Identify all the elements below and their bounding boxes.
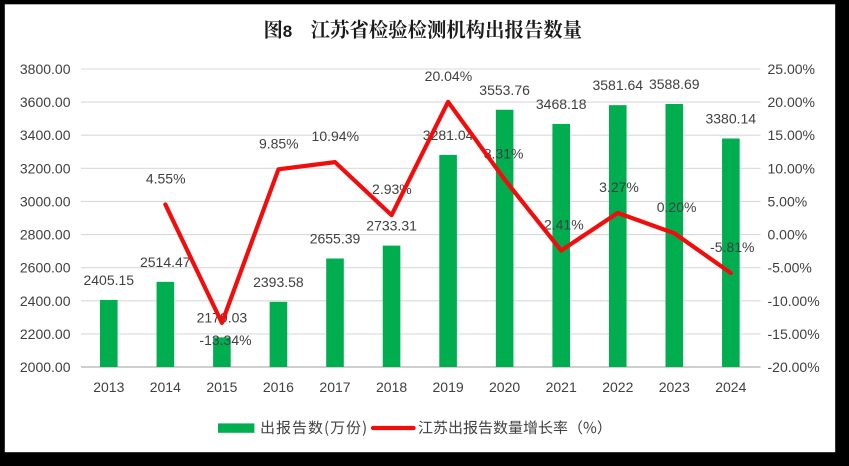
svg-text:2733.31: 2733.31 (366, 218, 417, 234)
svg-text:3000.00: 3000.00 (20, 193, 71, 209)
svg-text:-2.41%: -2.41% (539, 217, 583, 233)
svg-text:-5.00%: -5.00% (768, 260, 812, 276)
svg-text:2400.00: 2400.00 (20, 293, 71, 309)
svg-text:-5.81%: -5.81% (710, 239, 754, 255)
svg-text:2514.47: 2514.47 (140, 254, 191, 270)
svg-text:2017: 2017 (319, 379, 350, 395)
svg-text:20.00%: 20.00% (768, 94, 815, 110)
svg-text:3400.00: 3400.00 (20, 127, 71, 143)
svg-text:2405.15: 2405.15 (83, 272, 134, 288)
svg-text:10.00%: 10.00% (768, 160, 815, 176)
svg-text:2655.39: 2655.39 (310, 231, 361, 247)
svg-text:8.31%: 8.31% (484, 146, 524, 162)
svg-text:-10.00%: -10.00% (768, 293, 820, 309)
svg-text:2000.00: 2000.00 (20, 359, 71, 375)
svg-text:10.94%: 10.94% (312, 128, 359, 144)
svg-text:3800.00: 3800.00 (20, 61, 71, 77)
svg-text:0.00%: 0.00% (768, 227, 808, 243)
svg-text:2023: 2023 (659, 379, 690, 395)
svg-text:3380.14: 3380.14 (705, 111, 756, 127)
svg-text:-20.00%: -20.00% (768, 359, 820, 375)
svg-text:3.27%: 3.27% (599, 179, 639, 195)
svg-text:3600.00: 3600.00 (20, 94, 71, 110)
svg-text:3200.00: 3200.00 (20, 160, 71, 176)
svg-text:2013: 2013 (93, 379, 124, 395)
svg-text:2018: 2018 (376, 379, 407, 395)
svg-text:4.55%: 4.55% (146, 170, 186, 186)
svg-text:0.20%: 0.20% (657, 199, 697, 215)
svg-text:2600.00: 2600.00 (20, 260, 71, 276)
svg-text:2020: 2020 (489, 379, 520, 395)
svg-text:25.00%: 25.00% (768, 61, 815, 77)
svg-text:2200.00: 2200.00 (20, 326, 71, 342)
svg-text:2024: 2024 (715, 379, 746, 395)
svg-text:15.00%: 15.00% (768, 127, 815, 143)
svg-text:2015: 2015 (206, 379, 237, 395)
svg-text:3468.18: 3468.18 (536, 96, 587, 112)
svg-text:2014: 2014 (150, 379, 181, 395)
svg-text:3588.69: 3588.69 (649, 76, 700, 92)
svg-text:2016: 2016 (263, 379, 294, 395)
svg-text:5.00%: 5.00% (768, 193, 808, 209)
svg-text:3581.64: 3581.64 (592, 77, 643, 93)
svg-text:-13.34%: -13.34% (199, 332, 251, 348)
svg-text:9.85%: 9.85% (259, 135, 299, 151)
svg-text:2022: 2022 (602, 379, 633, 395)
svg-text:2021: 2021 (546, 379, 577, 395)
svg-text:2393.58: 2393.58 (253, 274, 304, 290)
svg-text:2800.00: 2800.00 (20, 227, 71, 243)
svg-text:3553.76: 3553.76 (479, 82, 530, 98)
svg-text:20.04%: 20.04% (425, 68, 472, 84)
svg-text:-15.00%: -15.00% (768, 326, 820, 342)
svg-text:2019: 2019 (433, 379, 464, 395)
svg-text:8: 8 (283, 22, 292, 41)
